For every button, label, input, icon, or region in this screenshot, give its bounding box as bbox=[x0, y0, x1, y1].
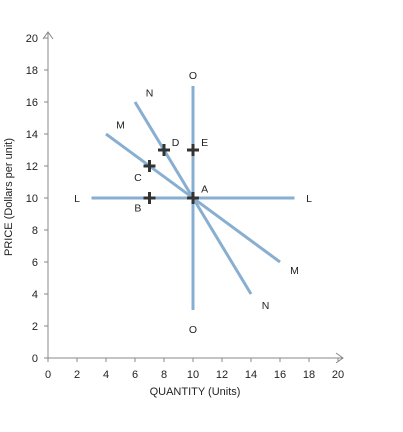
curve-o-label: O bbox=[189, 324, 197, 336]
x-tick-label: 0 bbox=[45, 369, 51, 381]
y-ticks: 0 2 4 6 8 10 12 14 16 18 20 bbox=[26, 33, 48, 365]
curve-m-label: M bbox=[290, 265, 299, 277]
x-tick-label: 16 bbox=[274, 369, 286, 381]
y-tick-label: 16 bbox=[26, 97, 38, 109]
point-d-marker bbox=[158, 144, 170, 156]
point-a-label: A bbox=[201, 183, 208, 195]
point-c-marker bbox=[143, 160, 156, 172]
y-tick-label: 18 bbox=[26, 65, 38, 77]
x-tick-label: 2 bbox=[74, 369, 80, 381]
y-tick-label: 20 bbox=[26, 33, 38, 45]
y-axis-title: PRICE (Dollars per unit) bbox=[3, 138, 15, 256]
y-tick-label: 4 bbox=[32, 289, 38, 301]
x-tick-label: 8 bbox=[161, 369, 167, 381]
x-axis bbox=[48, 352, 344, 364]
y-tick-label: 10 bbox=[26, 193, 38, 205]
curve-l-label: L bbox=[306, 193, 312, 205]
x-ticks: 0 2 4 6 8 10 12 14 16 18 20 bbox=[45, 358, 344, 381]
curve-n-label: N bbox=[146, 87, 154, 99]
y-tick-label: 0 bbox=[32, 353, 38, 365]
x-tick-label: 20 bbox=[332, 369, 344, 381]
y-tick-label: 8 bbox=[32, 225, 38, 237]
point-d-label: D bbox=[172, 137, 180, 149]
point-b-label: B bbox=[134, 203, 141, 215]
y-tick-label: 2 bbox=[32, 321, 38, 333]
curve-n-label: N bbox=[262, 300, 270, 312]
x-tick-label: 14 bbox=[245, 369, 257, 381]
x-tick-label: 10 bbox=[187, 369, 199, 381]
y-axis-arrow bbox=[42, 31, 54, 40]
point-b-marker bbox=[143, 192, 156, 204]
y-tick-label: 14 bbox=[26, 129, 38, 141]
x-tick-label: 6 bbox=[132, 369, 138, 381]
x-axis-title: QUANTITY (Units) bbox=[150, 386, 241, 398]
curve-l-label: L bbox=[74, 193, 80, 205]
point-markers: A B C D E bbox=[134, 137, 208, 215]
point-e-marker bbox=[187, 144, 199, 156]
point-e-label: E bbox=[201, 137, 208, 149]
curve-m-label: M bbox=[116, 119, 125, 131]
x-tick-label: 12 bbox=[216, 369, 228, 381]
x-tick-label: 18 bbox=[303, 369, 315, 381]
x-tick-label: 4 bbox=[103, 369, 109, 381]
point-a-marker bbox=[187, 192, 199, 204]
point-c-label: C bbox=[134, 172, 142, 184]
y-tick-label: 12 bbox=[26, 161, 38, 173]
y-tick-label: 6 bbox=[32, 257, 38, 269]
y-axis bbox=[42, 31, 54, 358]
curve-o-label: O bbox=[189, 70, 197, 82]
